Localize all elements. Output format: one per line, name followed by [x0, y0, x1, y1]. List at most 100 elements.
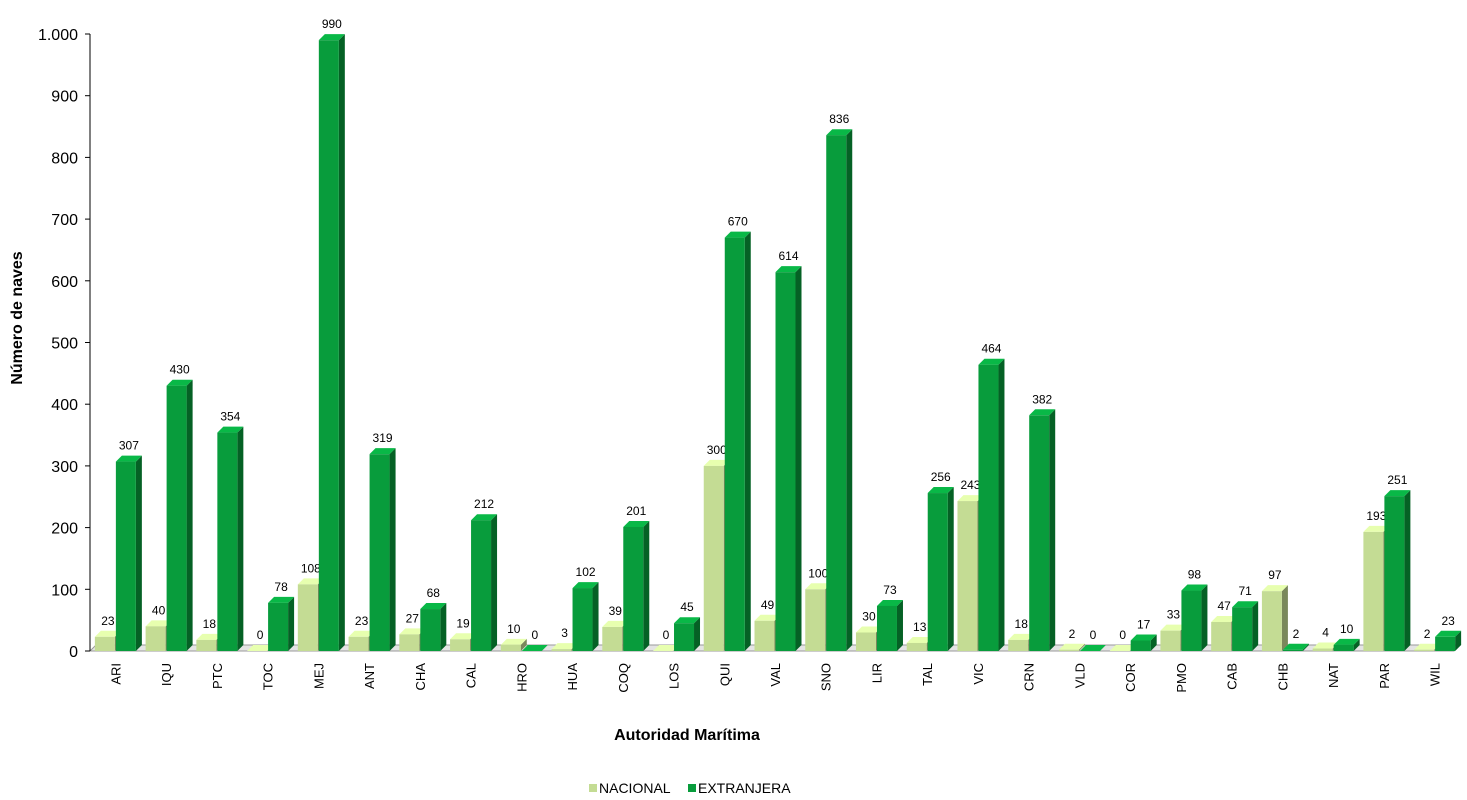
bar-top — [1312, 642, 1339, 649]
data-label: 2 — [1069, 627, 1076, 641]
bar-top — [1109, 645, 1136, 651]
bar-extranjera-cal — [471, 514, 498, 651]
data-label: 212 — [474, 497, 494, 511]
bar-top — [674, 617, 701, 624]
x-tick-label: PAR — [1377, 663, 1392, 689]
data-label: 98 — [1188, 568, 1202, 582]
data-label: 4 — [1322, 626, 1329, 640]
bar-top — [1130, 634, 1157, 641]
bar-side — [592, 582, 599, 651]
bar-front — [1211, 622, 1232, 651]
bar-front — [703, 465, 724, 651]
bar-front — [927, 493, 948, 651]
bar-top — [754, 614, 781, 621]
bar-top — [94, 630, 121, 637]
data-label: 108 — [301, 561, 321, 575]
data-label: 307 — [119, 439, 139, 453]
bar-nacional-vld — [1058, 643, 1085, 651]
bar-top — [500, 638, 527, 645]
data-label: 990 — [322, 17, 342, 31]
bar-top — [1261, 585, 1288, 592]
bar-top — [318, 34, 345, 41]
y-tick-label: 200 — [51, 521, 78, 538]
bar-top — [1029, 409, 1056, 416]
bar-extranjera-par — [1384, 490, 1411, 651]
bar-extranjera-ant — [369, 448, 396, 651]
bar-front — [957, 501, 978, 651]
data-label: 193 — [1366, 509, 1386, 523]
y-tick-label: 100 — [51, 582, 78, 599]
bar-top — [145, 620, 172, 627]
data-label: 319 — [373, 431, 393, 445]
x-tick-label: CAB — [1225, 663, 1240, 690]
data-label: 243 — [960, 478, 980, 492]
bar-front — [318, 40, 339, 652]
bar-front — [399, 634, 420, 651]
bar-top — [805, 583, 832, 590]
bar-front — [1160, 630, 1181, 651]
bar-extranjera-qui — [724, 231, 751, 652]
data-label: 68 — [427, 586, 441, 600]
bar-extranjera-ari — [115, 455, 142, 651]
bar-nacional-chb — [1261, 585, 1288, 651]
bar-side — [491, 514, 498, 651]
bar-front — [551, 649, 572, 651]
x-tick-label: IQU — [159, 663, 174, 686]
bar-extranjera-wil — [1435, 630, 1462, 651]
bar-front — [805, 589, 826, 651]
bar-extranjera-nat — [1333, 638, 1360, 651]
bar-front — [602, 626, 623, 651]
bar-side — [1078, 643, 1085, 651]
bar-extranjera-cab — [1232, 601, 1259, 651]
bar-front — [978, 364, 999, 651]
x-tick-label: TAL — [920, 663, 935, 686]
data-label: 10 — [1340, 622, 1354, 636]
data-label: 300 — [707, 443, 727, 457]
bar-side — [896, 599, 903, 651]
bar-top — [521, 645, 548, 651]
bar-side — [998, 358, 1005, 651]
data-label: 78 — [274, 580, 288, 594]
data-label: 0 — [531, 628, 538, 642]
data-label: 40 — [152, 603, 166, 617]
bar-top — [1384, 490, 1411, 497]
y-tick-label: 500 — [51, 336, 78, 353]
bar-front — [876, 605, 897, 651]
bar-nacional-toc — [247, 645, 274, 651]
data-label: 71 — [1238, 584, 1252, 598]
x-tick-label: MEJ — [311, 663, 326, 689]
x-tick-label: VLD — [1072, 663, 1087, 688]
bar-side — [186, 379, 193, 651]
bar-side — [947, 487, 954, 651]
y-tick-label: 800 — [51, 150, 78, 167]
data-label: 17 — [1137, 618, 1151, 632]
bar-top — [450, 633, 477, 640]
data-label: 27 — [406, 611, 420, 625]
data-label: 0 — [257, 628, 264, 642]
bar-side — [1281, 585, 1288, 651]
bar-front — [855, 632, 876, 651]
data-label: 354 — [220, 410, 240, 424]
bar-top — [775, 266, 802, 273]
bar-top — [957, 495, 984, 502]
bar-front — [1008, 639, 1029, 651]
bar-top — [623, 520, 650, 527]
bar-front — [1232, 607, 1253, 651]
x-tick-label: ANT — [362, 663, 377, 689]
bar-side — [1252, 601, 1259, 651]
bar-side — [795, 266, 802, 651]
data-label: 73 — [883, 583, 897, 597]
data-label: 2 — [1293, 627, 1300, 641]
x-tick-label: CHA — [413, 663, 428, 691]
x-tick-label: PTC — [210, 663, 225, 689]
bar-front — [217, 432, 238, 651]
bar-top — [1363, 525, 1390, 532]
bar-front — [1029, 415, 1050, 651]
data-label: 39 — [609, 604, 623, 618]
data-label: 670 — [728, 215, 748, 229]
legend-swatch-nacional — [589, 784, 597, 792]
data-label: 45 — [680, 600, 694, 614]
bar-top — [927, 487, 954, 494]
bar-front — [369, 454, 390, 651]
bar-front — [1130, 640, 1151, 651]
